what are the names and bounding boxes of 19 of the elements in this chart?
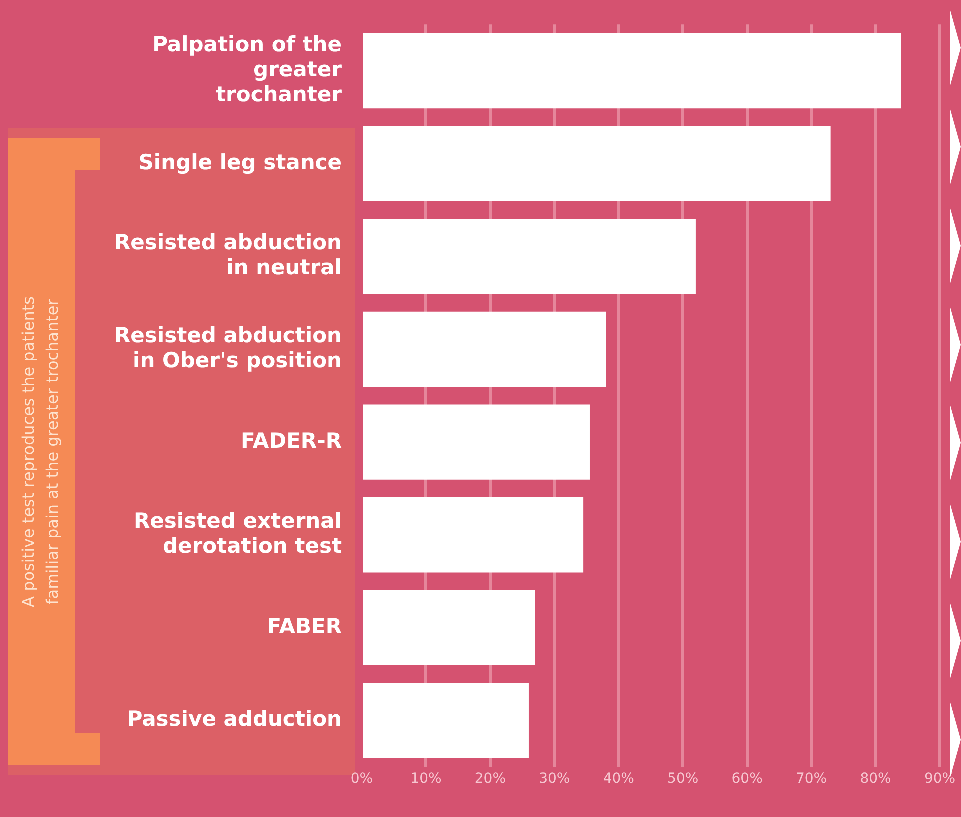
x-tick-label: 20% (474, 771, 506, 788)
y-tick-label: Resisted abduction in Ober's position (114, 323, 342, 373)
x-tick-label: 0% (350, 771, 374, 788)
y-tick-label: Passive adduction (127, 707, 342, 732)
y-tick-label: Resisted external derotation test (134, 508, 342, 558)
x-tick-label: 80% (860, 771, 892, 788)
x-tick-label: 70% (796, 771, 828, 788)
x-tick-label: 90% (924, 771, 956, 788)
text: A positive test reproduces the patients familiar pain at the greater trochanter (18, 296, 63, 610)
x-tick-label: 50% (668, 771, 699, 788)
y-tick-label: Palpation of the greater trochanter (152, 32, 343, 107)
x-tick-label: 30% (539, 771, 570, 788)
y-tick-label: Resisted abduction in neutral (114, 230, 342, 280)
x-tick-label: 10% (410, 771, 442, 788)
y-tick-label: FABER (267, 614, 342, 638)
x-tick-label: 60% (732, 771, 763, 788)
y-tick-label: FADER-R (240, 428, 342, 453)
y-tick-label: Single leg stance (138, 150, 342, 174)
x-tick-label: 40% (603, 771, 634, 788)
